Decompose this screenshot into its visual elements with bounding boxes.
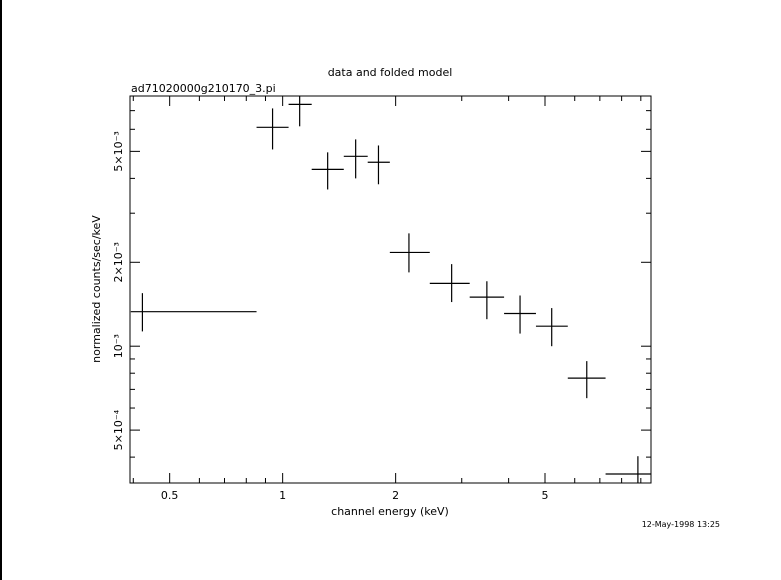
chart-subtitle: ad71020000g210170_3.pi <box>131 82 276 95</box>
y-tick-label: 10⁻³ <box>112 334 125 358</box>
x-tick-label: 2 <box>392 489 399 502</box>
plot-frame <box>129 95 652 484</box>
y-axis-label: normalized counts/sec/keV <box>90 215 103 363</box>
x-tick-label: 1 <box>279 489 286 502</box>
y-tick-label: 5×10⁻³ <box>112 131 125 171</box>
x-tick-label: 5 <box>542 489 549 502</box>
x-tick-label: 0.5 <box>161 489 179 502</box>
data-layer <box>130 96 651 483</box>
y-tick-label: 5×10⁻⁴ <box>112 409 125 450</box>
x-axis-label: channel energy (keV) <box>331 505 449 518</box>
chart-title: data and folded model <box>328 66 453 79</box>
timestamp: 12-May-1998 13:25 <box>642 520 720 529</box>
y-tick-label: 2×10⁻³ <box>112 242 125 282</box>
